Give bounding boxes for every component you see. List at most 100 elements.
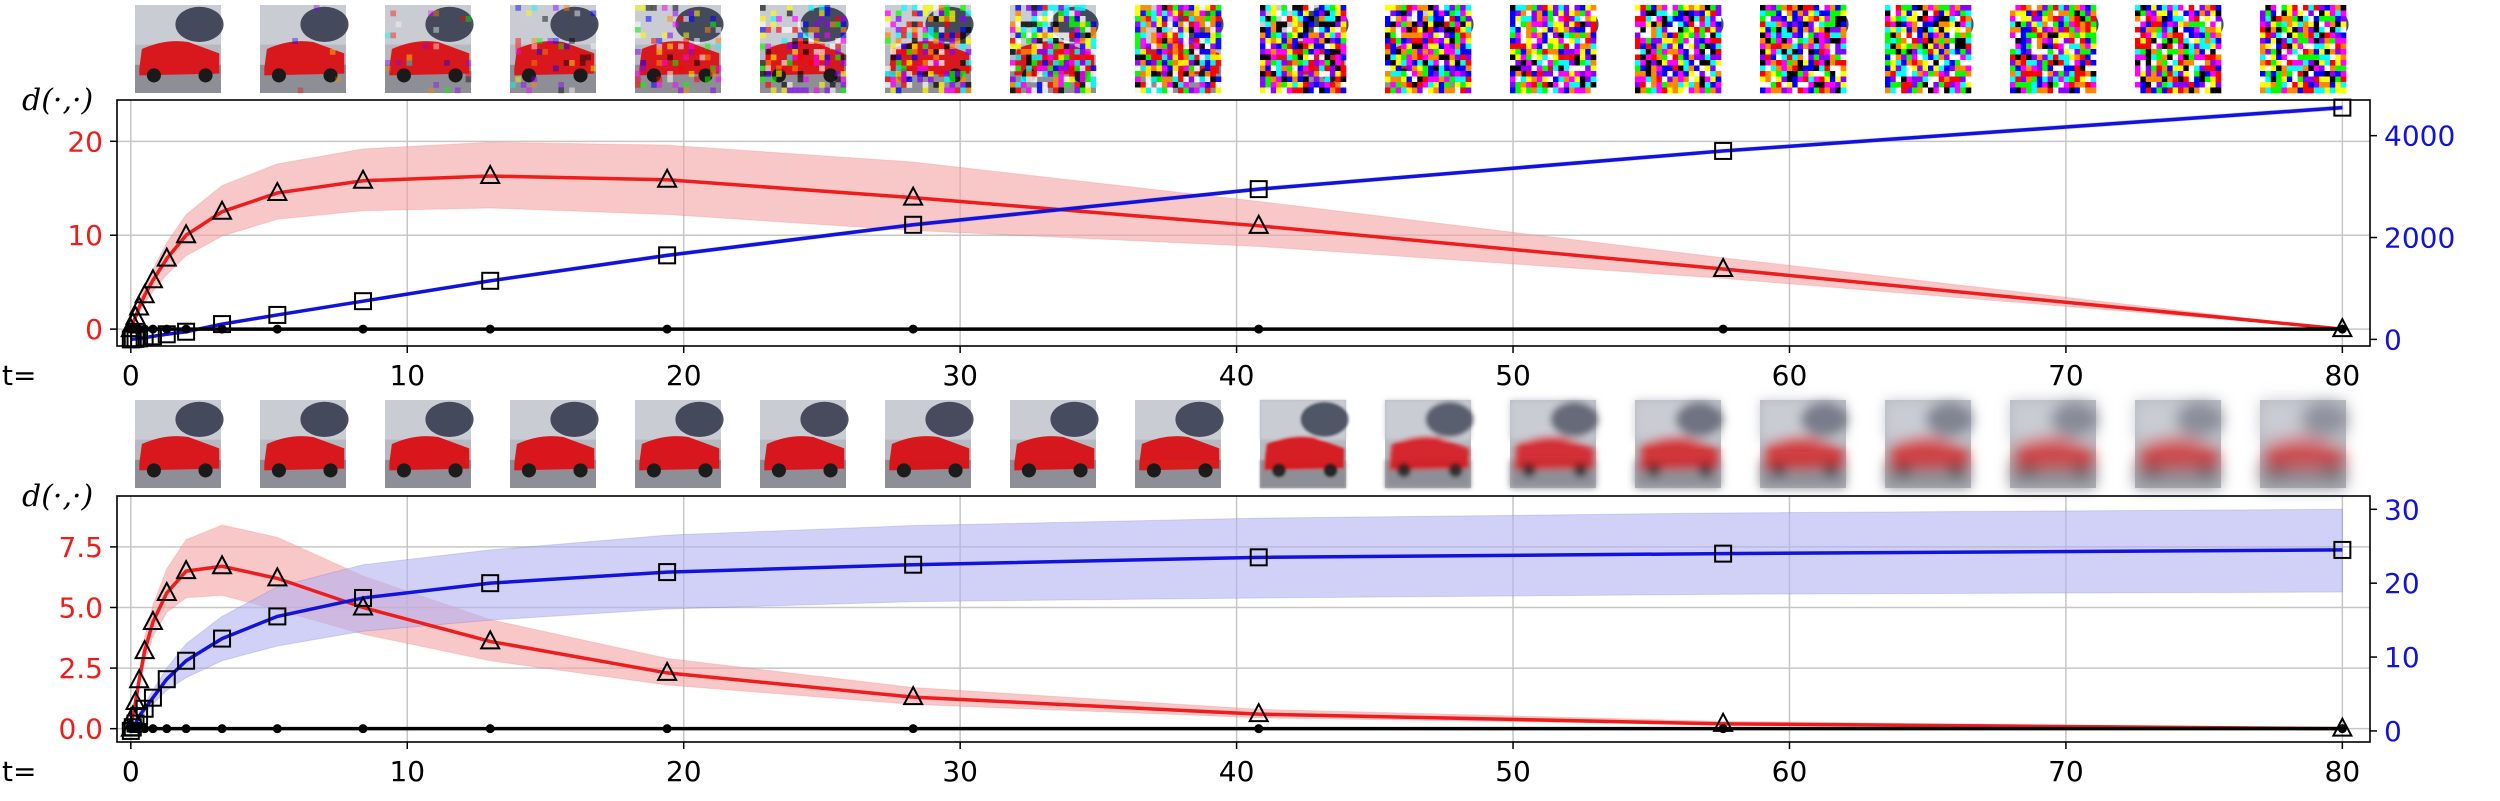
noise-cell: [1590, 21, 1597, 28]
noise-cell: [906, 82, 913, 88]
noise-cell: [1574, 38, 1581, 44]
noise-cell: [2010, 65, 2016, 72]
noise-cell: [569, 87, 575, 94]
noise-cell: [2265, 76, 2272, 83]
noise-cell: [2188, 65, 2195, 72]
noise-cell: [1385, 71, 1391, 77]
noise-cell: [1656, 27, 1663, 33]
noise-cell: [901, 82, 907, 88]
noise-cell: [2340, 5, 2347, 11]
noise-cell: [1792, 10, 1798, 17]
noise-cell: [760, 65, 766, 72]
window-shape: [300, 6, 349, 42]
noise-cell: [1819, 21, 1825, 28]
noise-cell: [895, 87, 902, 94]
noise-cell: [1438, 54, 1445, 61]
noise-cell: [1645, 82, 1652, 88]
noise-cell: [1308, 38, 1315, 44]
noise-cell: [2020, 38, 2027, 44]
noise-cell: [1281, 5, 1288, 11]
noise-cell: [2260, 71, 2266, 77]
noise-cell: [2297, 60, 2304, 66]
noise-cell: [1417, 49, 1423, 55]
noise-cell: [2308, 16, 2315, 22]
noise-cell: [1417, 60, 1423, 66]
noise-cell: [2319, 65, 2325, 72]
noise-cell: [922, 49, 929, 55]
noise-cell: [1167, 43, 1173, 50]
noise-cell: [928, 49, 934, 55]
noise-cell: [2270, 27, 2277, 33]
noise-cell: [1329, 60, 1336, 66]
noise-cell: [1776, 32, 1782, 39]
noise-cell: [635, 5, 641, 11]
noise-cell: [840, 27, 847, 33]
noise-cell: [2063, 87, 2070, 94]
noise-cell: [1053, 82, 1059, 88]
noise-cell: [2058, 32, 2065, 39]
noise-cell: [1569, 27, 1575, 33]
noise-cell: [819, 43, 825, 50]
noise-cell: [1313, 49, 1320, 55]
noise-cell: [1824, 49, 1831, 55]
noise-cell: [2042, 27, 2048, 33]
noise-cell: [1965, 5, 1972, 11]
noise-cell: [2010, 49, 2016, 55]
noise-cell: [1438, 71, 1445, 77]
noise-cell: [1585, 32, 1591, 39]
noise-cell: [1178, 5, 1184, 11]
noise-cell: [1640, 21, 1647, 28]
noise-cell: [1199, 54, 1206, 61]
noise-cell: [1454, 10, 1461, 17]
noise-cell: [1313, 71, 1320, 77]
noise-cell: [1199, 38, 1206, 44]
noise-cell: [2085, 60, 2091, 66]
noise-cell: [835, 49, 841, 55]
noise-cell: [765, 54, 772, 61]
noise-cell: [1526, 71, 1532, 77]
noise-cell: [1704, 60, 1711, 66]
noise-cell: [1433, 10, 1440, 17]
noise-cell: [2188, 76, 2195, 83]
noise-cell: [1031, 60, 1038, 66]
noise-cell: [2303, 38, 2309, 44]
noise-cell: [1292, 65, 1298, 72]
noise-cell: [1135, 60, 1141, 66]
wheel-shape: [146, 463, 161, 478]
noise-cell: [1949, 27, 1956, 33]
noise-cell: [1563, 60, 1570, 66]
noise-cell: [2324, 5, 2331, 11]
car-thumbnail-image: [1260, 400, 1349, 488]
noise-cell: [1329, 5, 1336, 11]
noise-cell: [1270, 16, 1277, 22]
noise-cell: [2090, 49, 2097, 55]
noise-cell: [1265, 65, 1272, 72]
noise-cell: [1574, 10, 1581, 17]
noise-cell: [1792, 76, 1798, 83]
noise-cell: [1053, 27, 1059, 33]
noise-cell: [2172, 54, 2179, 61]
noise-cell: [1803, 43, 1809, 50]
noise-cell: [1933, 21, 1940, 28]
noise-cell: [1215, 32, 1222, 39]
noise-cell: [1460, 38, 1466, 44]
noise-cell: [1085, 32, 1091, 39]
noise-cell: [2335, 27, 2341, 33]
noise-cell: [1454, 21, 1461, 28]
triangle-marker: [2331, 316, 2354, 338]
noise-cell: [1188, 10, 1195, 17]
noise-cell: [1656, 82, 1663, 88]
noise-cell: [1385, 43, 1391, 50]
noise-cell: [2074, 76, 2081, 83]
noise-cell: [1569, 10, 1575, 17]
noise-cell: [2183, 49, 2190, 55]
noise-cell: [1694, 65, 1700, 72]
noise-cell: [1510, 10, 1516, 17]
noise-cell: [1683, 5, 1690, 11]
noise-cell: [1760, 82, 1766, 88]
noise-cell: [1156, 82, 1163, 88]
noise-cell: [1553, 16, 1559, 22]
noise-cell: [1704, 65, 1711, 72]
noise-cell: [2210, 87, 2216, 94]
noise-cell: [2194, 76, 2200, 83]
